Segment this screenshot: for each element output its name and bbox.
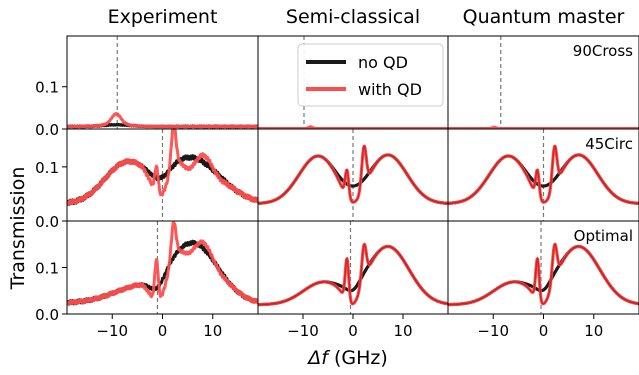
- panel-r1-c0: 0.0 0.1: [35, 128, 259, 231]
- series-with-qd: [67, 112, 258, 129]
- row-label-2: Optimal: [574, 227, 633, 245]
- series-overlap: [258, 145, 448, 205]
- series-overlap: [448, 145, 639, 205]
- legend: no QD with QD: [297, 43, 444, 107]
- series-with-qd: [448, 125, 639, 129]
- y-tick-label: 0.1: [35, 79, 59, 97]
- y-tick-label: 0.1: [35, 260, 59, 278]
- column-title-1: Semi-classical: [286, 6, 420, 28]
- y-axis-label: Transmission: [7, 167, 29, 291]
- x-label-unit: (GHz): [328, 347, 388, 369]
- panel-r0-c2: 90Cross: [447, 35, 639, 130]
- series-with-qd: [258, 242, 448, 307]
- y-tick-label: 0.0: [35, 306, 59, 324]
- column-title-2: Quantum master: [463, 6, 625, 28]
- x-tick-label: −10: [96, 322, 128, 340]
- legend-label: with QD: [358, 80, 422, 99]
- panel-r0-c0: 0.0 0.1: [35, 35, 259, 139]
- row-label-1: 45Circ: [585, 135, 633, 153]
- panel-r2-c2: −10 0 10 Optimal: [447, 220, 639, 340]
- x-tick-label: 0: [158, 322, 168, 340]
- row-label-0: 90Cross: [573, 42, 633, 60]
- series-no-qd: [448, 244, 639, 307]
- series-no-qd: [258, 244, 448, 307]
- x-axis-label: Δf (GHz): [306, 347, 388, 369]
- series-with-qd: [258, 125, 448, 129]
- series-overlap: [448, 242, 639, 306]
- column-title-0: Experiment: [108, 6, 218, 28]
- x-tick-label: 10: [203, 322, 222, 340]
- column-titles: Experiment Semi-classical Quantum master: [108, 6, 625, 28]
- series-with-qd: [448, 242, 639, 307]
- x-tick-label: 10: [584, 322, 603, 340]
- panel-frame: [66, 35, 259, 130]
- panel-r2-c1: −10 0 10: [257, 220, 449, 340]
- series-overlap: [258, 242, 448, 306]
- x-tick-label: 0: [539, 322, 549, 340]
- panel-r2-c0: 0.0 0.1 −10 0 10: [35, 220, 259, 340]
- legend-label: no QD: [358, 53, 408, 72]
- y-tick-label: 0.0: [35, 213, 59, 231]
- y-tick-label: 0.1: [35, 159, 59, 177]
- x-tick-label: 0: [348, 322, 358, 340]
- series-with-qd: [67, 129, 258, 206]
- x-tick-label: −10: [287, 322, 319, 340]
- x-tick-label: 10: [393, 322, 412, 340]
- x-label-symbol: Δf: [306, 347, 331, 369]
- series-with-qd: [67, 221, 258, 306]
- y-tick-label: 0.0: [35, 121, 59, 139]
- panel-r1-c2: 45Circ: [447, 128, 639, 222]
- panel-r1-c1: [257, 128, 449, 222]
- x-tick-label: −10: [477, 322, 509, 340]
